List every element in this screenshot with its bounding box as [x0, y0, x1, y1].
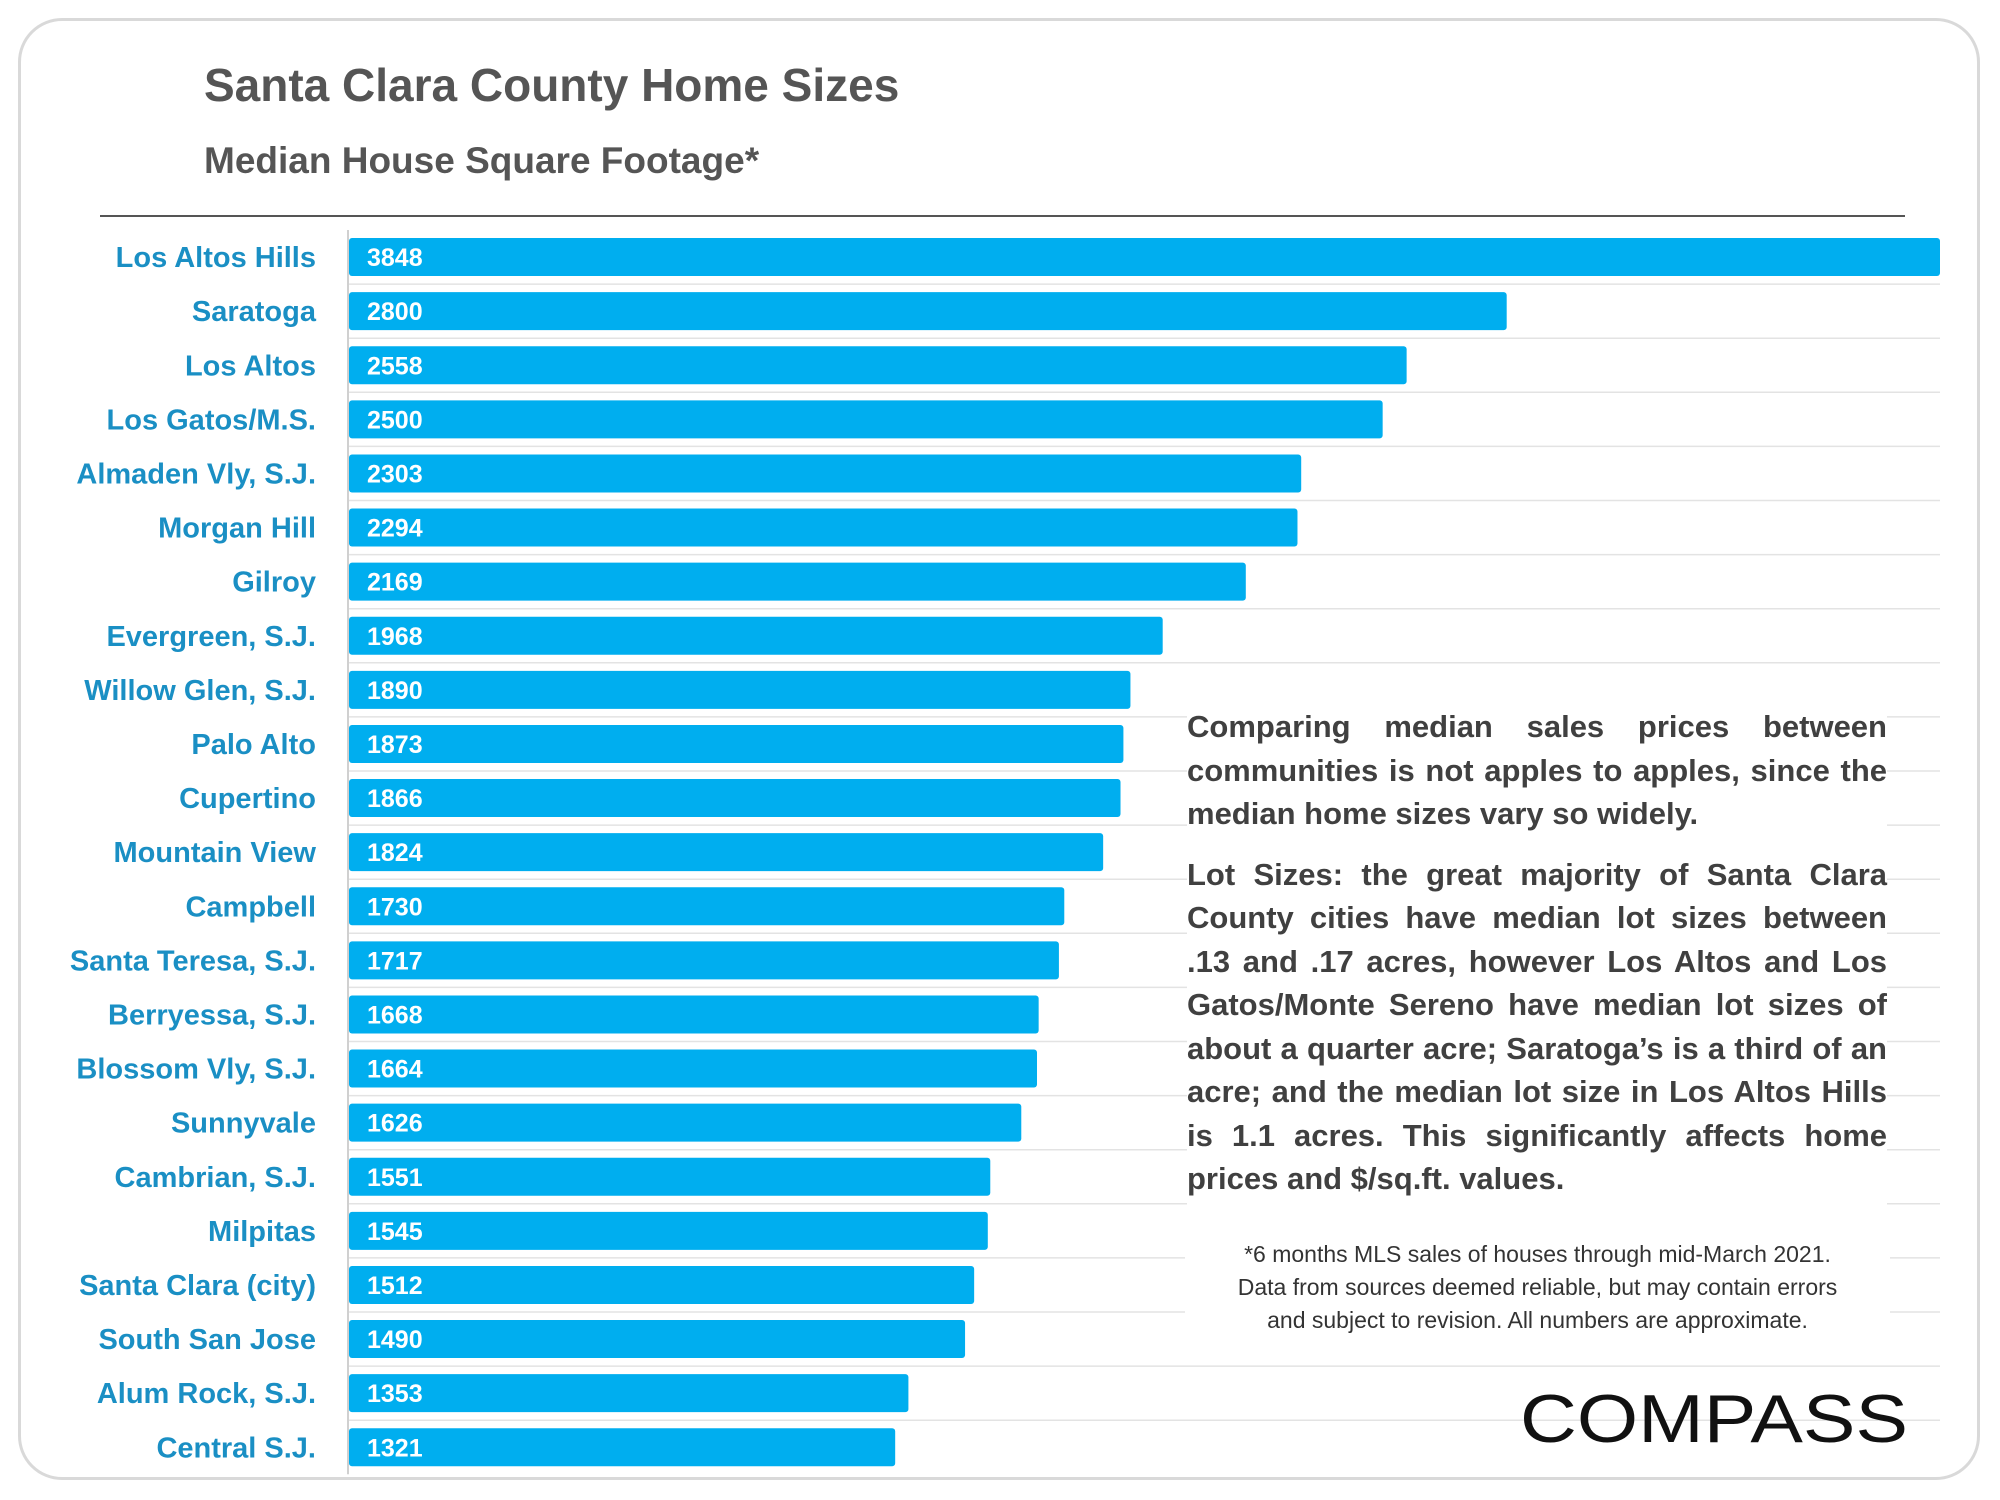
data-label: 1551 [367, 1164, 423, 1192]
bar [349, 724, 1124, 763]
data-label: 2500 [367, 406, 423, 434]
category-label: Willow Glen, S.J. [84, 675, 316, 707]
category-label: Los Altos [185, 350, 316, 382]
category-label: Evergreen, S.J. [106, 621, 316, 653]
category-label: Blossom Vly, S.J. [76, 1054, 316, 1086]
bar [349, 887, 1065, 926]
data-label: 1717 [367, 947, 423, 975]
bar [349, 1211, 988, 1250]
footnote: *6 months MLS sales of houses through mi… [1185, 1238, 1890, 1337]
data-label: 1664 [367, 1056, 423, 1084]
chart-title: Santa Clara County Home Sizes [204, 59, 900, 111]
bar [349, 1320, 966, 1359]
category-label: Gilroy [232, 567, 316, 599]
category-label: Campbell [185, 891, 316, 923]
category-label: Santa Clara (city) [79, 1270, 316, 1302]
bar [349, 1157, 991, 1196]
data-label: 2294 [367, 515, 423, 543]
data-label: 1873 [367, 731, 423, 759]
bar [349, 454, 1302, 493]
category-label: Almaden Vly, S.J. [76, 458, 316, 490]
category-label: South San Jose [98, 1324, 316, 1356]
bar [349, 508, 1298, 547]
data-label: 2558 [367, 352, 423, 380]
data-label: 1321 [367, 1434, 423, 1462]
category-label: Los Altos Hills [116, 242, 316, 274]
bar [349, 1428, 896, 1467]
data-label: 1890 [367, 677, 423, 705]
bar [349, 1374, 909, 1413]
bar [349, 833, 1104, 872]
category-label: Palo Alto [191, 729, 316, 761]
compass-wordmark: COMPASS [1520, 1381, 1908, 1457]
category-label: Central S.J. [156, 1432, 316, 1464]
bar [349, 670, 1131, 709]
data-label: 3848 [367, 244, 423, 272]
data-label: 2303 [367, 460, 423, 488]
data-label: 1668 [367, 1001, 423, 1029]
data-label: 2169 [367, 569, 423, 597]
category-label: Saratoga [192, 296, 317, 328]
bar [349, 779, 1121, 818]
title-divider [100, 215, 1905, 217]
category-label: Santa Teresa, S.J. [70, 945, 316, 977]
bar [349, 1103, 1022, 1142]
chart-subtitle: Median House Square Footage* [204, 140, 760, 181]
footnote-line-1: *6 months MLS sales of houses through mi… [1244, 1241, 1831, 1267]
bar [349, 995, 1039, 1034]
annotation-paragraph-1: Comparing median sales prices between co… [1187, 709, 1887, 831]
data-label: 1545 [367, 1218, 423, 1246]
data-label: 1490 [367, 1326, 423, 1354]
category-label: Milpitas [208, 1216, 316, 1248]
data-label: 1968 [367, 623, 423, 651]
data-label: 1866 [367, 785, 423, 813]
footnote-line-2: Data from sources deemed reliable, but m… [1237, 1274, 1838, 1300]
category-label: Alum Rock, S.J. [97, 1378, 316, 1410]
category-label: Berryessa, S.J. [108, 999, 316, 1031]
category-label: Los Gatos/M.S. [107, 404, 316, 436]
bar [349, 292, 1507, 331]
data-label: 2800 [367, 298, 423, 326]
data-label: 1730 [367, 893, 423, 921]
data-label: 1512 [367, 1272, 423, 1300]
bar [349, 1049, 1037, 1088]
category-label: Sunnyvale [171, 1108, 316, 1140]
bar [349, 238, 1940, 277]
bar [349, 616, 1163, 655]
data-label: 1626 [367, 1110, 423, 1138]
annotation-text: Comparing median sales prices between co… [1187, 705, 1887, 1218]
bar [349, 400, 1383, 439]
compass-logo: COMPASS [1520, 1381, 1908, 1457]
data-label: 1824 [367, 839, 423, 867]
bar [349, 941, 1059, 980]
bar [349, 562, 1246, 601]
category-label: Cambrian, S.J. [115, 1162, 316, 1194]
bar [349, 1265, 975, 1304]
bar [349, 346, 1407, 385]
data-label: 1353 [367, 1380, 423, 1408]
category-label: Morgan Hill [158, 513, 316, 545]
footnote-line-3: and subject to revision. All numbers are… [1267, 1307, 1808, 1333]
category-label: Mountain View [114, 837, 317, 869]
category-label: Cupertino [179, 783, 316, 815]
annotation-paragraph-2: Lot Sizes: the great majority of Santa C… [1187, 856, 1887, 1197]
